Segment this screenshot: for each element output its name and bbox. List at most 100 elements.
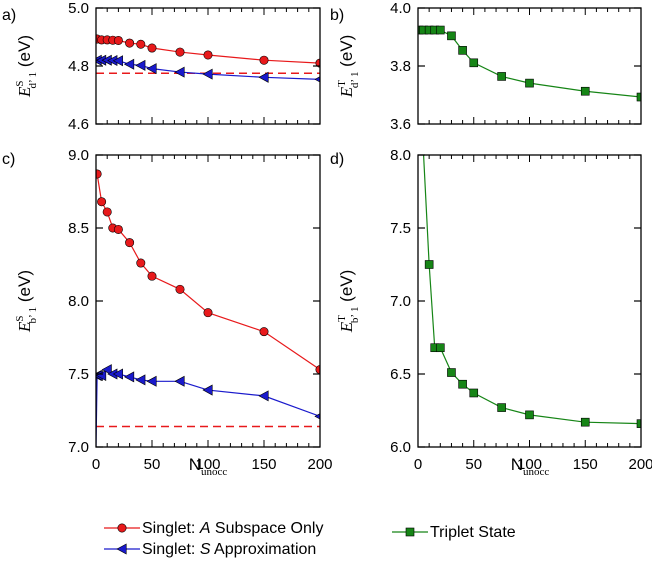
ylabel-unit: (eV) bbox=[15, 35, 34, 72]
x-tick-label: 0 bbox=[414, 456, 422, 473]
ylabel-superscript: S bbox=[14, 315, 26, 321]
data-point bbox=[260, 56, 268, 64]
data-point bbox=[260, 327, 268, 335]
xlabel-main: N bbox=[189, 455, 201, 474]
y-axis-label: ETb’ 1 (eV) bbox=[336, 270, 361, 334]
y-tick-label: 4.8 bbox=[68, 58, 89, 75]
legend-label: Singlet: S Approximation bbox=[142, 541, 316, 558]
y-tick-label: 7.5 bbox=[68, 366, 89, 383]
x-tick-label: 50 bbox=[465, 456, 482, 473]
plot-frame bbox=[418, 8, 641, 124]
data-point bbox=[259, 72, 268, 82]
data-point bbox=[425, 261, 433, 269]
panel-label: b) bbox=[330, 7, 344, 24]
legend-entry-2: Singlet: S Approximation bbox=[104, 541, 316, 558]
ylabel-unit: (eV) bbox=[337, 35, 356, 72]
y-tick-label: 6.0 bbox=[390, 439, 411, 456]
ylabel-subscript: b’ 1 bbox=[27, 307, 39, 324]
ylabel-superscript: S bbox=[14, 80, 26, 86]
legend-label-suffix: Subspace Only bbox=[210, 520, 323, 537]
legend-label: Singlet: A Subspace Only bbox=[142, 520, 323, 537]
ylabel-subscript: d’ 1 bbox=[349, 72, 361, 89]
y-tick-label: 8.0 bbox=[68, 293, 89, 310]
data-point bbox=[114, 36, 122, 44]
y-tick-label: 3.6 bbox=[390, 116, 411, 133]
y-axis-label: ESb’ 1 (eV) bbox=[14, 270, 39, 333]
y-tick-label: 7.0 bbox=[68, 439, 89, 456]
data-point bbox=[203, 69, 212, 79]
data-point bbox=[97, 198, 105, 206]
xlabel-main: N bbox=[511, 455, 523, 474]
y-tick-label: 6.5 bbox=[390, 366, 411, 383]
panel-label: c) bbox=[2, 151, 15, 168]
ylabel-superscript: T bbox=[336, 80, 348, 87]
legend-label-prefix: Singlet: bbox=[142, 520, 200, 537]
data-point bbox=[125, 39, 133, 47]
ylabel-superscript: T bbox=[336, 315, 348, 322]
data-point bbox=[259, 391, 268, 401]
legend-entry-3: Triplet State bbox=[392, 524, 516, 541]
series-0 bbox=[424, 155, 645, 428]
data-point bbox=[125, 372, 134, 382]
data-point bbox=[581, 418, 589, 426]
ylabel-unit: (eV) bbox=[15, 270, 34, 307]
data-point bbox=[103, 208, 111, 216]
x-tick-label: 150 bbox=[251, 456, 276, 473]
data-point bbox=[176, 285, 184, 293]
y-tick-label: 5.0 bbox=[68, 0, 89, 17]
data-point bbox=[436, 344, 444, 352]
series-1 bbox=[92, 55, 324, 84]
data-point bbox=[459, 380, 467, 388]
data-point bbox=[148, 272, 156, 280]
data-point bbox=[470, 59, 478, 67]
x-tick-label: 200 bbox=[628, 456, 652, 473]
y-tick-label: 4.0 bbox=[390, 0, 411, 17]
series-0 bbox=[93, 170, 324, 374]
data-point bbox=[137, 40, 145, 48]
panel-c: 7.07.58.08.59.00 50 100 150 200c)ESb’ 1 (eV) bbox=[2, 147, 333, 473]
x-tick-label: 0 bbox=[92, 456, 100, 473]
series-line bbox=[97, 174, 320, 370]
data-point bbox=[447, 32, 455, 40]
y-tick-label: 7.5 bbox=[390, 220, 411, 237]
y-axis-label: ETd’ 1 (eV) bbox=[336, 35, 361, 99]
data-point bbox=[526, 411, 534, 419]
ylabel-unit: (eV) bbox=[337, 270, 356, 307]
data-point bbox=[204, 51, 212, 59]
data-point bbox=[148, 44, 156, 52]
data-point bbox=[147, 376, 156, 386]
xlabel-subscript: unocc bbox=[201, 466, 227, 478]
y-axis-label: ESd’ 1 (eV) bbox=[14, 35, 39, 98]
series-1 bbox=[92, 365, 324, 447]
panel-a: 4.6 4.8 5.0 a) ESd’ 1 (eV) bbox=[2, 0, 324, 133]
ylabel-subscript: d’ 1 bbox=[27, 72, 39, 89]
panel-d: 6.0 6.5 7.0 7.5 8.0 0 50 100 150 200 d) ETb’ 1 (eV) bbox=[330, 147, 652, 473]
ylabel-subscript: b’ 1 bbox=[349, 307, 361, 324]
panel-label: a) bbox=[2, 7, 16, 24]
plot-frame bbox=[418, 155, 641, 447]
plot-frame bbox=[96, 155, 320, 447]
data-point bbox=[175, 376, 184, 386]
y-tick-label: 7.0 bbox=[390, 293, 411, 310]
data-point bbox=[125, 59, 134, 69]
panel-label: d) bbox=[330, 151, 344, 168]
legend-label-emph: S bbox=[200, 541, 211, 558]
x-tick-label: 200 bbox=[307, 456, 332, 473]
series-line bbox=[96, 370, 320, 447]
panel-b: 3.63.84.0b)ETd’ 1 (eV) bbox=[330, 0, 645, 133]
legend: Singlet: A Subspace Only Singlet: S Appro… bbox=[104, 520, 516, 558]
data-point bbox=[147, 64, 156, 74]
data-point bbox=[436, 26, 444, 34]
data-point bbox=[204, 308, 212, 316]
data-point bbox=[498, 404, 506, 412]
legend-marker bbox=[118, 524, 126, 532]
data-point bbox=[114, 225, 122, 233]
x-tick-label: 150 bbox=[573, 456, 598, 473]
y-tick-label: 8.0 bbox=[390, 147, 411, 164]
x-tick-label: 50 bbox=[144, 456, 161, 473]
y-tick-label: 8.5 bbox=[68, 220, 89, 237]
xlabel-subscript: unocc bbox=[523, 466, 549, 478]
data-point bbox=[498, 72, 506, 80]
data-point bbox=[447, 369, 455, 377]
